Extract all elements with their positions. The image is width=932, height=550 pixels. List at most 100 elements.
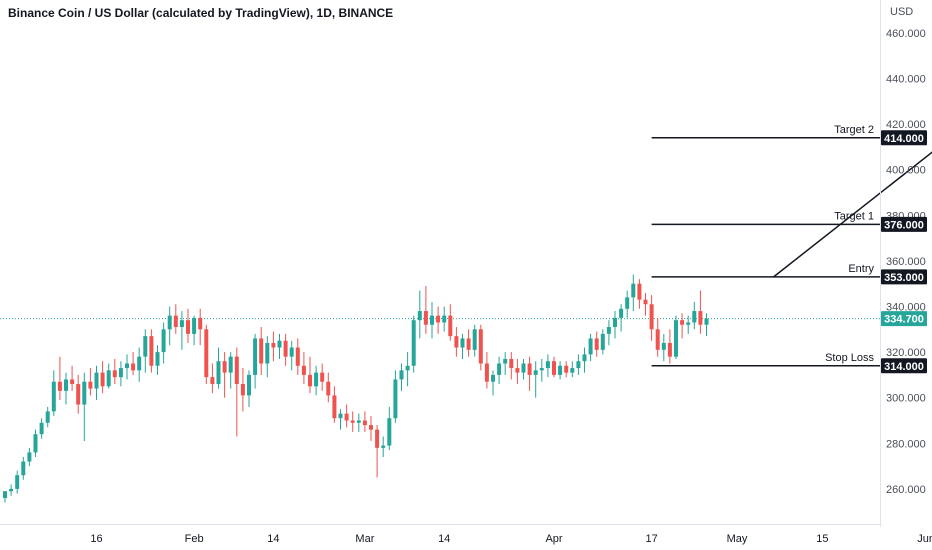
candle-body xyxy=(308,374,312,387)
candle-body xyxy=(362,420,367,426)
candle-body xyxy=(448,315,453,337)
candle xyxy=(210,363,215,394)
candle xyxy=(558,361,563,380)
candle xyxy=(112,358,117,385)
last-price-tag: 334.700 xyxy=(881,311,927,327)
candle xyxy=(332,386,337,423)
candle-body xyxy=(436,315,441,323)
candle-body xyxy=(210,377,215,385)
candle xyxy=(375,425,380,478)
candle-body xyxy=(289,347,294,357)
candle xyxy=(326,372,331,403)
candle xyxy=(240,368,245,412)
candle xyxy=(179,311,184,350)
candle xyxy=(362,411,367,432)
candle xyxy=(9,484,14,496)
price-axis[interactable]: 260.000 280.000 300.000 320.000 340.000 360.0… xyxy=(881,28,927,496)
candle-body xyxy=(497,363,502,375)
candle-body xyxy=(515,368,520,373)
candle-body xyxy=(143,336,148,357)
candle xyxy=(125,354,129,380)
candle xyxy=(680,313,685,339)
candle xyxy=(674,315,678,359)
candle-body xyxy=(661,342,666,350)
candle-body xyxy=(692,311,697,323)
candle xyxy=(51,370,56,416)
y-tick-label: 360.000 xyxy=(886,256,926,268)
candle xyxy=(576,354,581,375)
candle xyxy=(356,413,361,432)
candle-body xyxy=(478,329,483,364)
level-price-tag-bg xyxy=(881,358,927,374)
candle xyxy=(381,436,386,457)
candle-body xyxy=(667,342,672,357)
projection-line[interactable] xyxy=(773,138,932,278)
candle xyxy=(247,370,251,407)
candle-body xyxy=(643,299,648,305)
candle xyxy=(387,406,392,451)
candle xyxy=(295,338,300,375)
candle xyxy=(570,361,575,378)
candle-body xyxy=(356,420,361,423)
candle-body xyxy=(15,475,20,489)
candle-body xyxy=(118,368,123,378)
candle-body xyxy=(631,283,636,298)
candle-body xyxy=(393,379,398,419)
candle-body xyxy=(680,320,685,325)
candle xyxy=(186,308,190,343)
candle-body xyxy=(613,317,617,328)
x-tick-label: 14 xyxy=(267,533,279,545)
candle xyxy=(405,352,410,387)
candle xyxy=(338,409,343,430)
candle xyxy=(533,361,538,398)
candle-body xyxy=(582,354,587,362)
candle xyxy=(222,352,227,398)
candle-body xyxy=(131,363,136,371)
candle-body xyxy=(674,320,678,357)
candle xyxy=(643,292,648,316)
candle xyxy=(588,333,593,362)
candle-body xyxy=(338,413,343,419)
y-tick-label: 400.000 xyxy=(886,165,926,177)
candle-body xyxy=(112,370,117,378)
candle xyxy=(625,290,630,318)
level-price-tag-text: 376.000 xyxy=(884,219,924,231)
candle-body xyxy=(253,338,258,375)
candle-body xyxy=(265,342,270,364)
candle xyxy=(484,352,489,389)
candle xyxy=(539,358,544,382)
candle-body xyxy=(314,372,319,387)
candle-body xyxy=(533,370,538,375)
candle xyxy=(27,447,32,467)
candle-body xyxy=(326,381,331,396)
candle-body xyxy=(228,356,233,373)
x-tick-label: 15 xyxy=(816,533,828,545)
candle-body xyxy=(39,422,44,435)
candle-body xyxy=(155,352,160,366)
candle xyxy=(131,352,136,375)
time-axis[interactable]: 16 Feb 14 Mar 14 Apr 17 May 15 Jun xyxy=(90,533,932,545)
candle xyxy=(57,356,62,400)
candle-body xyxy=(527,363,532,375)
candle xyxy=(45,406,50,428)
candle-body xyxy=(21,461,26,476)
candle xyxy=(606,320,611,346)
candle-body xyxy=(423,311,428,325)
candle xyxy=(82,372,87,442)
y-tick-label: 340.000 xyxy=(886,302,926,314)
y-tick-label: 260.000 xyxy=(886,484,926,496)
candle xyxy=(137,347,142,382)
candle xyxy=(15,470,20,494)
candle xyxy=(686,315,691,334)
candle-body xyxy=(344,413,349,421)
candle xyxy=(564,361,569,378)
candle-body xyxy=(295,347,300,366)
candle xyxy=(143,329,148,373)
candle xyxy=(161,322,166,364)
candle xyxy=(497,356,502,385)
candle-body xyxy=(619,308,624,318)
candle xyxy=(509,352,514,380)
candle-body xyxy=(167,315,172,330)
candle-body xyxy=(417,311,422,321)
